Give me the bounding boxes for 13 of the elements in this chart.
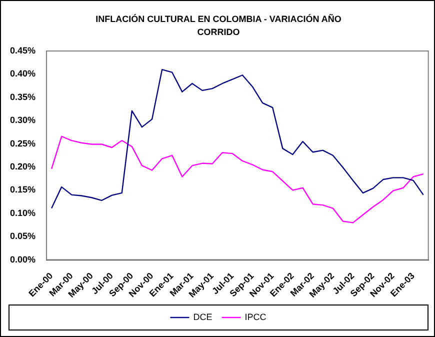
y-tick-label: 0.00% xyxy=(10,254,36,264)
legend-label: DCE xyxy=(193,312,212,322)
y-tick-label: 0.05% xyxy=(10,231,36,242)
chart-title: INFLACIÓN CULTURAL EN COLOMBIA - VARIACIÓN AÑO CORRIDO xyxy=(94,13,342,39)
y-tick-label: 0.40% xyxy=(10,68,36,79)
y-tick-label: 0.45% xyxy=(10,45,36,56)
y-tick-label: 0.20% xyxy=(10,161,36,172)
y-tick-label: 0.30% xyxy=(10,115,36,126)
legend-label: IPCC xyxy=(244,312,267,322)
y-tick-label: 0.15% xyxy=(10,184,36,195)
y-tick-label: 0.10% xyxy=(10,208,36,218)
y-tick-label: 0.35% xyxy=(10,92,36,102)
y-tick-label: 0.25% xyxy=(10,138,36,148)
